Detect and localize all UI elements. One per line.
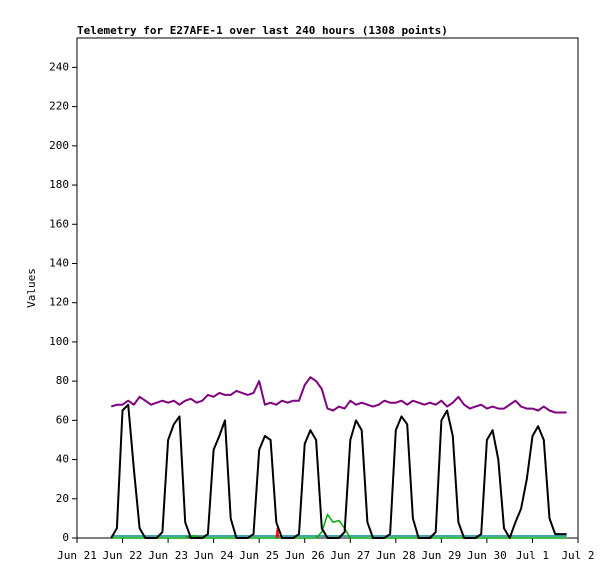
x-tick-label: Jul 1 bbox=[516, 549, 549, 562]
x-tick-label: Jun 22 bbox=[103, 549, 143, 562]
y-axis-label: Values bbox=[25, 268, 38, 308]
x-tick-label: Jun 27 bbox=[330, 549, 370, 562]
x-tick-label: Jun 23 bbox=[148, 549, 188, 562]
y-tick-label: 240 bbox=[49, 60, 69, 73]
x-tick-label: Jun 21 bbox=[57, 549, 97, 562]
y-tick-label: 160 bbox=[49, 217, 69, 230]
x-tick-label: Jun 30 bbox=[467, 549, 507, 562]
series-line bbox=[111, 513, 567, 539]
x-tick-label: Jun 24 bbox=[194, 549, 234, 562]
y-tick-label: 80 bbox=[56, 374, 69, 387]
series-line bbox=[110, 376, 567, 414]
series-line bbox=[110, 403, 567, 539]
y-tick-label: 0 bbox=[62, 531, 69, 544]
y-tick-label: 200 bbox=[49, 139, 69, 152]
y-tick-label: 140 bbox=[49, 256, 69, 269]
x-tick-label: Jun 29 bbox=[421, 549, 461, 562]
y-tick-label: 40 bbox=[56, 453, 69, 466]
x-tick-label: Jun 26 bbox=[285, 549, 325, 562]
x-tick-label: Jun 28 bbox=[376, 549, 416, 562]
y-tick-label: 120 bbox=[49, 296, 69, 309]
y-tick-label: 60 bbox=[56, 413, 69, 426]
y-tick-label: 100 bbox=[49, 335, 69, 348]
x-tick-label: Jun 25 bbox=[239, 549, 279, 562]
y-tick-label: 180 bbox=[49, 178, 69, 191]
x-tick-label: Jul 2 bbox=[561, 549, 594, 562]
y-tick-label: 220 bbox=[49, 100, 69, 113]
y-tick-label: 20 bbox=[56, 492, 69, 505]
chart-title: Telemetry for E27AFE-1 over last 240 hou… bbox=[77, 24, 448, 37]
